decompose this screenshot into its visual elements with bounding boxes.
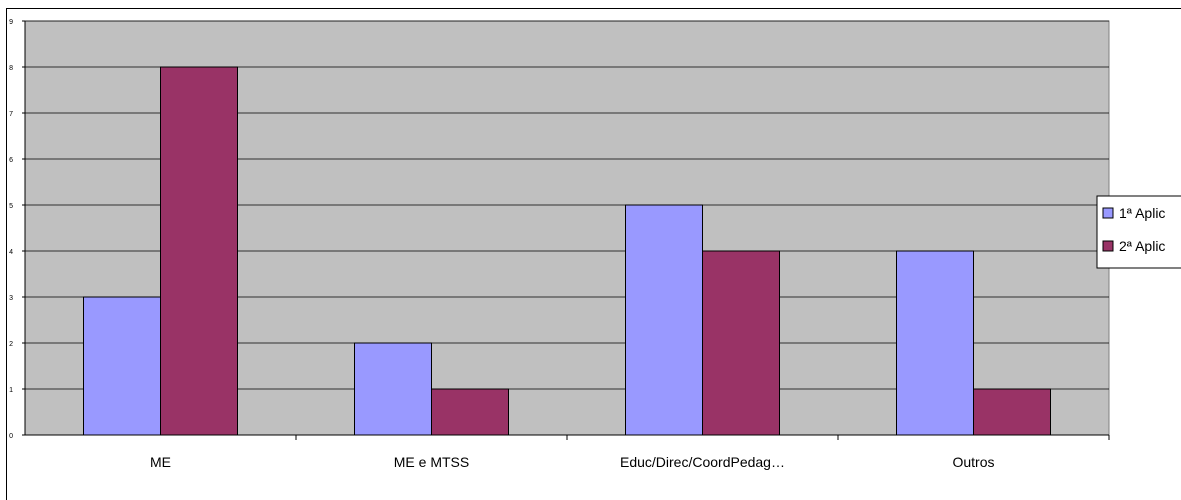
bar-1-1 — [83, 296, 161, 436]
y-tick-label: 5 — [9, 203, 13, 210]
y-tick-label: 3 — [9, 295, 13, 302]
bar-1-3 — [625, 204, 703, 436]
y-tick-label: 7 — [9, 111, 13, 118]
bar-2-1 — [160, 66, 238, 436]
legend: 1ª Aplic 2ª Aplic — [1096, 195, 1181, 269]
x-category-label: ME — [150, 454, 171, 470]
bar-1-4 — [896, 250, 974, 436]
bar-2-4 — [973, 388, 1051, 436]
bars — [83, 66, 1051, 436]
legend-label: 1ª Aplic — [1119, 205, 1165, 221]
y-tick-label: 0 — [9, 433, 13, 440]
y-tick-label: 4 — [9, 249, 13, 256]
bar-2-3 — [702, 250, 780, 436]
y-tick-label: 6 — [9, 157, 13, 164]
y-tick-label: 8 — [9, 65, 13, 72]
legend-swatch — [1102, 207, 1114, 219]
y-tick-label: 2 — [9, 341, 13, 348]
legend-swatch — [1102, 240, 1114, 252]
y-tick-label: 1 — [9, 387, 13, 394]
bar-2-2 — [431, 388, 509, 436]
y-axis: 0 1 2 3 4 5 6 7 8 9 — [9, 19, 26, 440]
legend-label: 2ª Aplic — [1119, 238, 1165, 254]
y-tick-label: 9 — [9, 19, 13, 26]
x-category-label: Outros — [952, 454, 994, 470]
bar-1-2 — [354, 342, 432, 436]
x-category-label: Educ/Direc/CoordPedag… — [620, 454, 785, 470]
x-category-label: ME e MTSS — [394, 454, 469, 470]
x-axis: ME ME e MTSS Educ/Direc/CoordPedag… Outros — [25, 434, 1110, 470]
